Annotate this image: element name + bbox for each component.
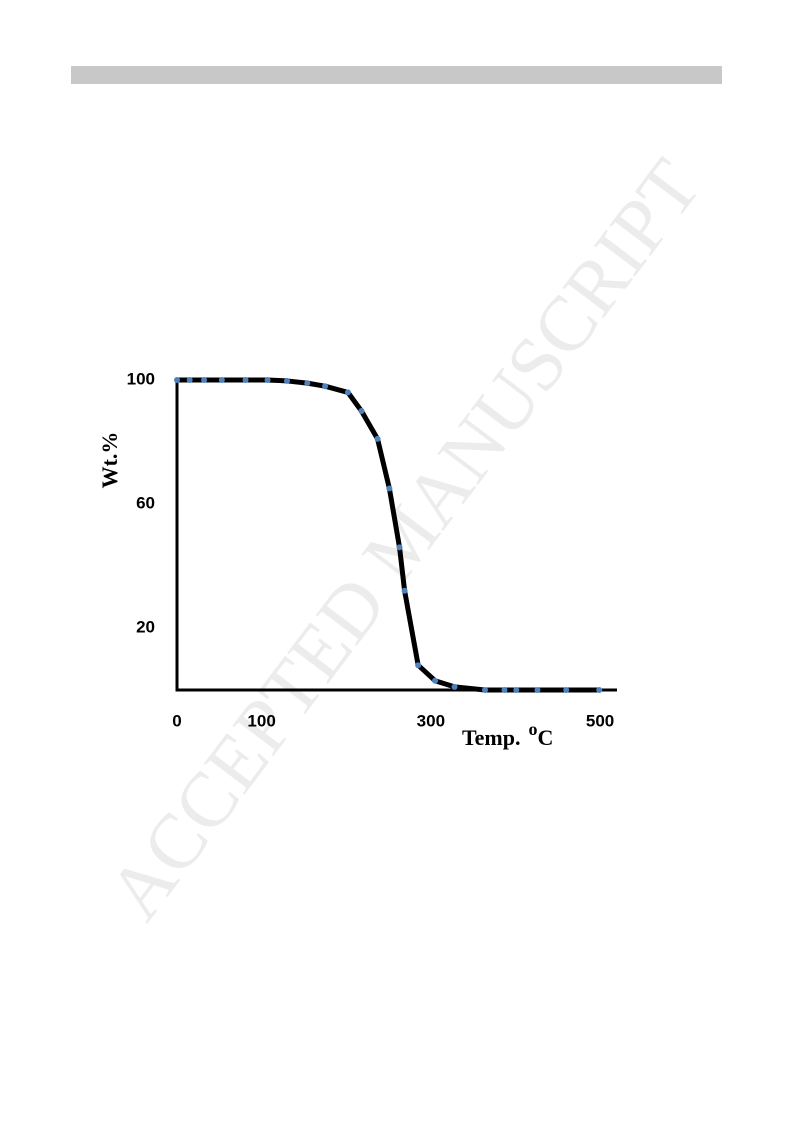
marker — [386, 485, 393, 492]
marker — [186, 377, 193, 383]
marker — [201, 377, 208, 383]
header-bar — [71, 66, 722, 84]
marker — [284, 377, 290, 384]
y-tick-label: 60 — [136, 493, 155, 512]
x-tick-label: 300 — [417, 711, 445, 730]
marker — [415, 662, 422, 669]
marker — [396, 544, 403, 551]
marker — [563, 687, 570, 693]
x-tick-label: 500 — [586, 711, 614, 730]
marker — [534, 687, 541, 693]
marker — [374, 435, 381, 442]
x-axis-title: Temp. oC — [462, 719, 553, 750]
chart: 100 60 20 0 100 300 500 — [127, 369, 617, 730]
x-axis-title-text: Temp. — [462, 725, 520, 750]
marker — [304, 380, 311, 387]
marker — [401, 587, 408, 594]
marker — [513, 687, 520, 693]
marker — [174, 377, 180, 383]
marker — [322, 383, 329, 390]
marker — [358, 408, 365, 414]
marker — [242, 377, 249, 383]
x-tick-label: 0 — [172, 711, 181, 730]
marker — [501, 687, 508, 693]
marker — [218, 377, 225, 383]
marker — [482, 687, 488, 693]
x-axis-title-sup: o — [528, 719, 537, 739]
watermark: ACCEPTED MANUSCRIPT — [91, 143, 717, 934]
marker — [596, 687, 603, 693]
y-axis-title: Wt.% — [97, 432, 122, 489]
y-tick-label: 100 — [127, 369, 155, 388]
marker — [264, 377, 271, 383]
marker — [451, 683, 458, 690]
x-axis-title-unit: C — [537, 725, 553, 750]
x-tick-label: 100 — [247, 711, 275, 730]
marker — [432, 677, 439, 684]
y-tick-label: 20 — [136, 617, 155, 636]
marker — [344, 389, 351, 396]
